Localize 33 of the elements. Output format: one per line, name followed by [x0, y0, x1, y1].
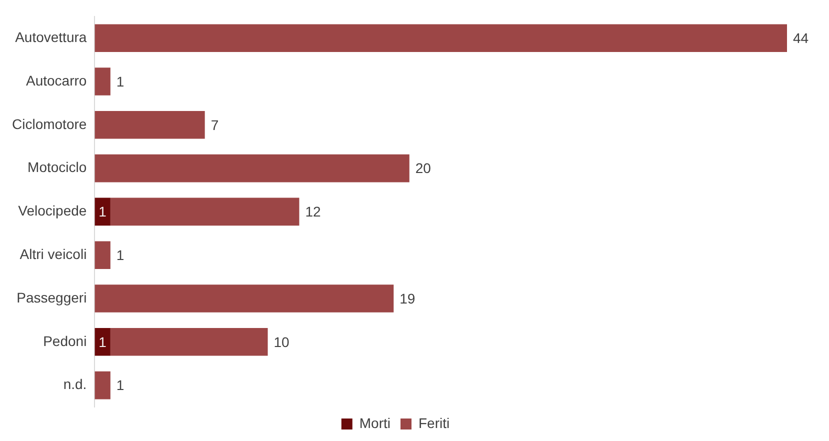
data-label: 44	[793, 30, 809, 46]
legend-label: Feriti	[418, 414, 450, 431]
data-label: 1	[116, 73, 124, 90]
data-label: 10	[274, 334, 290, 350]
y-tick-label: Autocarro	[26, 72, 87, 88]
y-tick-label: Pedoni	[43, 332, 87, 349]
y-tick-label: Altri veicoli	[20, 246, 87, 262]
data-label: 7	[210, 116, 219, 133]
y-tick-label: n.d.	[63, 376, 87, 392]
data-label: 1	[98, 334, 107, 350]
bar	[94, 154, 410, 182]
y-tick-label: Passeggeri	[16, 289, 87, 306]
data-label: 19	[400, 290, 416, 306]
data-label: 12	[305, 204, 322, 220]
bar	[110, 198, 300, 226]
bar	[110, 328, 268, 356]
data-label: 1	[116, 377, 124, 394]
data-label: 1	[98, 204, 107, 220]
bar	[94, 241, 110, 269]
bar	[94, 284, 394, 312]
y-tick-label: Motociclo	[28, 159, 87, 176]
data-label: 20	[415, 160, 432, 176]
data-label: 1	[116, 246, 124, 263]
y-tick-label: Autovettura	[15, 28, 87, 45]
bar	[94, 328, 110, 356]
y-tick-label: Velocipede	[18, 202, 87, 219]
bar	[94, 24, 787, 52]
bar	[94, 68, 110, 96]
bar	[94, 111, 205, 139]
legend-label: Morti	[359, 414, 391, 431]
bar	[94, 198, 110, 226]
y-tick-label: Ciclomotore	[12, 116, 87, 132]
bar	[94, 371, 110, 400]
